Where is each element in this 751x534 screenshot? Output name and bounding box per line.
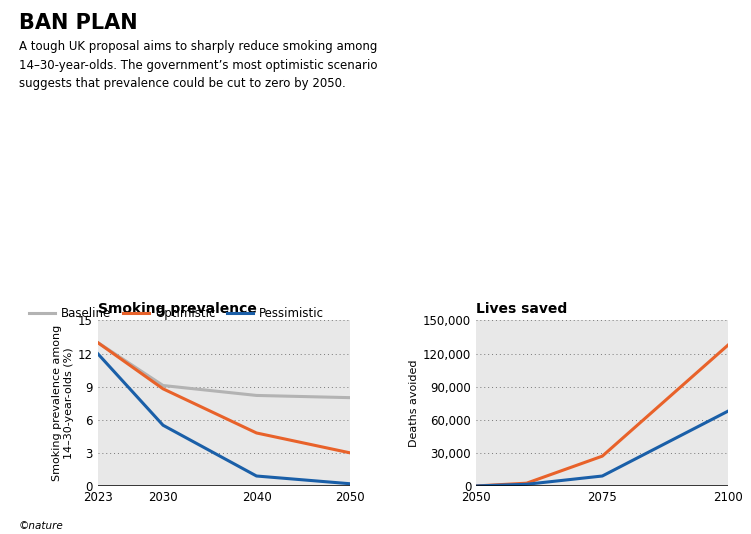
Y-axis label: Smoking prevalence among
14–30-year-olds (%): Smoking prevalence among 14–30-year-olds… [52, 325, 74, 481]
Y-axis label: Deaths avoided: Deaths avoided [409, 359, 419, 447]
Text: Lives saved: Lives saved [476, 302, 568, 317]
Text: A tough UK proposal aims to sharply reduce smoking among
14–30-year-olds. The go: A tough UK proposal aims to sharply redu… [19, 40, 377, 90]
Text: BAN PLAN: BAN PLAN [19, 13, 137, 33]
Legend: Baseline, Optimistic, Pessimistic: Baseline, Optimistic, Pessimistic [25, 302, 329, 325]
Text: Smoking prevalence: Smoking prevalence [98, 302, 257, 317]
Text: ©nature: ©nature [19, 521, 64, 531]
